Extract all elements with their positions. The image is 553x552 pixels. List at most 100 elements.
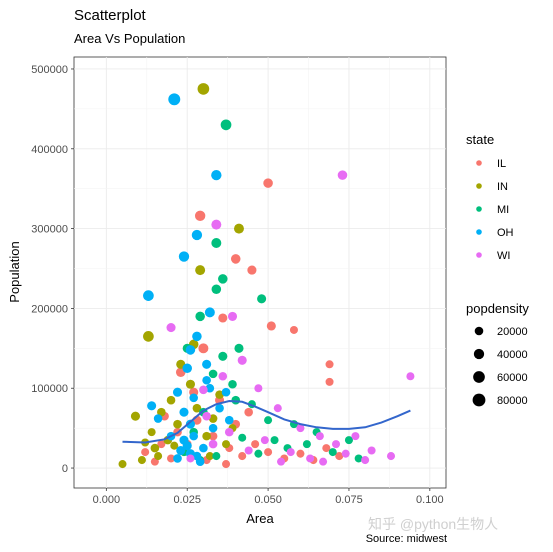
caption-source: Source: midwest xyxy=(366,533,447,545)
point-mi xyxy=(254,449,263,458)
point-wi xyxy=(224,427,234,437)
grid-lines xyxy=(74,57,446,488)
point-oh xyxy=(185,345,196,355)
point-oh xyxy=(224,415,234,425)
point-oh xyxy=(211,169,222,181)
point-in xyxy=(154,452,163,461)
x-tick-label: 0.000 xyxy=(93,494,121,506)
legend-key-wi xyxy=(476,252,482,258)
point-wi xyxy=(202,411,211,421)
point-wi xyxy=(406,372,415,381)
legend-label-mi: MI xyxy=(497,204,509,216)
point-oh xyxy=(178,251,190,262)
point-oh xyxy=(204,307,215,318)
point-oh xyxy=(173,454,182,463)
point-wi xyxy=(337,170,348,180)
x-tick-label: 0.075 xyxy=(335,494,363,506)
legend-label-oh: OH xyxy=(497,227,514,239)
point-in xyxy=(208,414,218,423)
y-axis-ticks: 0 100000 200000 300000 400000 500000 xyxy=(31,64,74,475)
point-oh xyxy=(189,393,198,403)
point-wi xyxy=(306,454,315,463)
point-mi xyxy=(257,294,267,304)
point-mi xyxy=(302,440,311,449)
size-key-20000 xyxy=(474,326,484,336)
size-label-20000: 20000 xyxy=(497,326,528,338)
point-wi xyxy=(367,446,376,455)
point-mi xyxy=(344,436,353,445)
point-mi xyxy=(264,416,273,425)
x-tick-label: 0.100 xyxy=(416,494,444,506)
point-il xyxy=(194,210,206,222)
point-mi xyxy=(228,379,237,389)
point-il xyxy=(325,377,334,386)
point-mi xyxy=(220,119,232,131)
legend-label-il: IL xyxy=(497,158,506,170)
x-axis-ticks: 0.000 0.025 0.050 0.075 0.100 xyxy=(93,488,444,506)
point-il xyxy=(244,407,253,417)
point-oh xyxy=(172,387,183,397)
point-in xyxy=(137,456,146,465)
point-oh xyxy=(143,290,154,301)
point-in xyxy=(215,390,224,399)
point-mi xyxy=(231,395,241,405)
chart-subtitle: Area Vs Population xyxy=(74,31,185,46)
point-mi xyxy=(328,448,337,457)
point-wi xyxy=(186,454,195,463)
point-oh xyxy=(182,441,192,451)
x-axis-title: Area xyxy=(246,511,274,526)
point-wi xyxy=(296,424,305,433)
point-oh xyxy=(215,403,224,413)
size-key-60000 xyxy=(473,371,485,383)
point-wi xyxy=(254,384,263,393)
point-oh xyxy=(185,419,196,429)
point-in xyxy=(233,223,244,234)
point-il xyxy=(198,343,209,354)
point-in xyxy=(118,460,127,469)
y-tick-label: 500000 xyxy=(31,64,68,76)
point-il xyxy=(322,444,331,453)
point-wi xyxy=(319,457,328,466)
point-il xyxy=(266,321,276,331)
point-mi xyxy=(208,369,218,379)
point-wi xyxy=(199,385,208,395)
smooth-trend-line xyxy=(122,399,411,444)
point-wi xyxy=(351,432,360,441)
point-il xyxy=(289,325,298,334)
x-tick-label: 0.050 xyxy=(254,494,282,506)
point-wi xyxy=(386,452,396,461)
chart-title: Scatterplot xyxy=(74,7,147,24)
point-oh xyxy=(205,383,215,393)
point-oh xyxy=(199,443,208,453)
point-mi xyxy=(211,284,222,295)
point-in xyxy=(197,83,210,95)
size-label-40000: 40000 xyxy=(497,349,528,361)
point-il xyxy=(238,452,247,461)
plot-panel xyxy=(73,56,447,489)
legend-key-oh xyxy=(476,229,482,235)
point-oh xyxy=(182,363,192,374)
data-points xyxy=(118,83,415,469)
point-wi xyxy=(361,456,370,465)
point-il xyxy=(251,440,260,449)
y-axis-title: Population xyxy=(7,241,22,302)
point-wi xyxy=(211,219,222,230)
point-wi xyxy=(286,448,295,457)
point-wi xyxy=(260,436,269,445)
point-il xyxy=(335,452,344,461)
point-wi xyxy=(273,404,282,413)
point-il xyxy=(208,431,218,441)
size-legend-title: popdensity xyxy=(466,301,529,316)
point-wi xyxy=(227,311,238,321)
point-oh xyxy=(202,359,212,369)
watermark-text: 知乎 @python生物人 xyxy=(368,516,498,532)
point-oh xyxy=(168,93,181,106)
point-il xyxy=(264,448,273,457)
point-oh xyxy=(208,423,218,433)
point-mi xyxy=(211,237,222,248)
y-tick-label: 300000 xyxy=(31,224,68,236)
point-in xyxy=(150,443,160,453)
point-mi xyxy=(354,454,363,463)
color-legend-title: state xyxy=(466,132,494,147)
